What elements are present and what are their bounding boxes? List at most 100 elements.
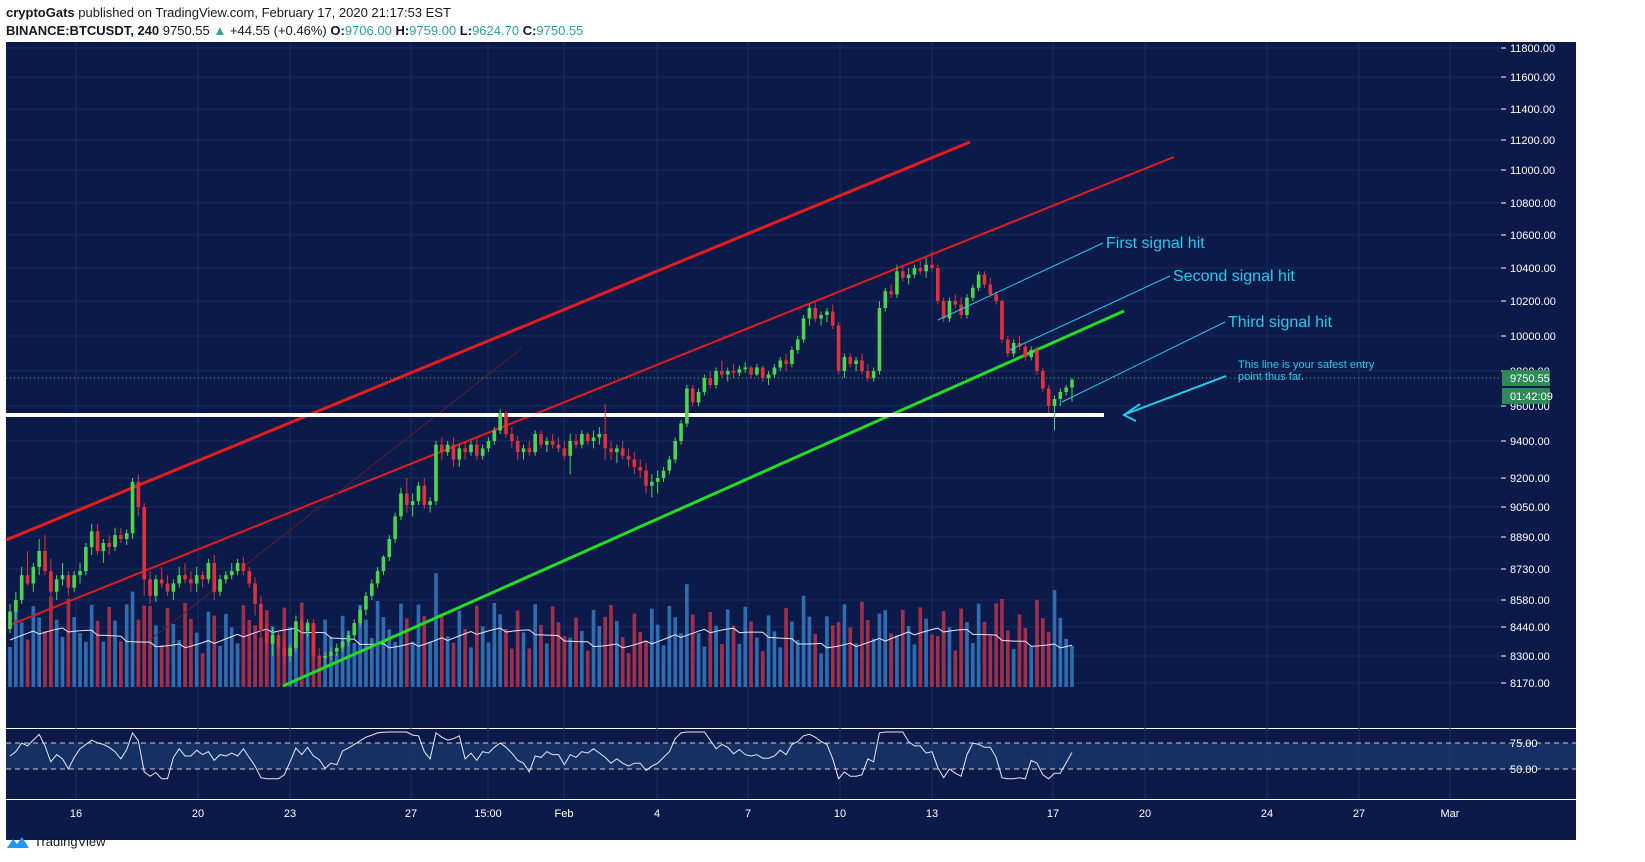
candle-101 [597, 434, 602, 438]
tradingview-brand[interactable]: TradingView [6, 834, 106, 849]
volume-bar-73 [434, 573, 438, 687]
volume-bar-178 [1046, 631, 1051, 687]
candle-43 [259, 603, 263, 632]
candle-130 [766, 374, 771, 378]
volume-bar-35 [212, 615, 217, 687]
volume-bar-62 [369, 638, 374, 687]
candle-65 [387, 539, 392, 557]
candle-168 [988, 284, 993, 295]
price-axis[interactable]: 11800.00 11600.00 11400.00 11200.00 11000.00… [1501, 43, 1556, 690]
open-value: 9706.00 [344, 23, 392, 38]
candle-150 [883, 291, 888, 308]
volume-bar-154 [906, 626, 911, 687]
candle-74 [439, 444, 444, 453]
candle-91 [539, 434, 543, 445]
volume-bar-69 [410, 641, 415, 687]
candle-110 [650, 481, 654, 486]
volume-bar-162 [953, 650, 958, 687]
volume-bar-19 [119, 641, 123, 687]
candle-52 [311, 623, 316, 656]
candle-6 [43, 551, 47, 572]
volume-bar-41 [247, 620, 252, 687]
candle-181 [1064, 387, 1068, 392]
candle-98 [580, 434, 584, 445]
volume-bar-179 [1052, 590, 1057, 687]
candle-146 [860, 360, 864, 371]
candle-93 [550, 441, 555, 445]
candle-81 [480, 448, 485, 456]
trend-lines[interactable] [5, 140, 1500, 688]
candle-175 [1029, 350, 1033, 357]
volume-bar-143 [842, 604, 847, 687]
volume-bar-31 [189, 619, 193, 687]
volume-bar-150 [883, 610, 888, 687]
candle-70 [416, 485, 421, 502]
volume-bar-39 [235, 643, 240, 687]
candle-159 [935, 268, 940, 301]
volume-bar-101 [597, 626, 602, 687]
candle-170 [1000, 301, 1004, 340]
volume-bar-66 [393, 641, 397, 687]
volume-bar-166 [976, 603, 981, 687]
candle-166 [976, 274, 981, 288]
volume-bar-163 [959, 608, 963, 687]
candle-19 [119, 535, 123, 539]
author-name[interactable]: cryptoGats [6, 5, 75, 20]
candle-29 [177, 575, 182, 584]
symbol-label[interactable]: BINANCE:BTCUSDT, 240 [6, 23, 160, 38]
time-label-14: Mar [1441, 808, 1460, 820]
time-label-3: 27 [405, 808, 417, 820]
volume-bar-165 [970, 643, 975, 687]
volume-bar-135 [795, 640, 800, 687]
candle-114 [673, 441, 678, 460]
volume-bar-0 [8, 647, 12, 687]
volume-bar-136 [801, 595, 806, 687]
candle-14 [89, 531, 94, 547]
volume-bar-58 [346, 630, 351, 687]
candle-94 [556, 444, 561, 449]
candle-7 [49, 571, 53, 592]
candle-84 [498, 413, 502, 431]
candle-18 [113, 535, 117, 547]
candle-9 [60, 575, 65, 580]
candle-139 [819, 315, 823, 319]
candle-8 [54, 579, 59, 592]
time-label-9: 13 [926, 808, 938, 820]
volume-bar-78 [463, 629, 467, 687]
volume-bar-65 [387, 629, 392, 687]
volume-bar-14 [89, 604, 94, 687]
candle-50 [299, 621, 304, 632]
candle-77 [457, 448, 462, 460]
time-label-0: 16 [70, 808, 82, 820]
candle-54 [323, 656, 327, 659]
candle-176 [1035, 350, 1039, 371]
candle-46 [276, 635, 281, 648]
volume-bar-148 [871, 638, 876, 687]
candle-61 [364, 595, 368, 610]
volume-bar-90 [533, 604, 537, 687]
volume-bar-98 [580, 631, 584, 687]
candle-16 [101, 543, 106, 551]
time-axis[interactable]: 16 20 23 27 15:00 Feb 4 7 10 13 17 20 24 27 Mar [70, 808, 1460, 820]
candle-12 [78, 571, 82, 576]
candle-85 [504, 413, 508, 434]
volume-bar-152 [895, 635, 899, 687]
annotations[interactable]: First signal hit Second signal hit Third s… [937, 235, 1375, 422]
volume-bar-74 [439, 615, 444, 687]
volume-bar-67 [399, 603, 403, 687]
support-line [282, 309, 1125, 688]
candle-2 [19, 575, 24, 600]
price-label-19: 8300.00 [1510, 651, 1550, 663]
header-line-1: cryptoGats published on TradingView.com,… [6, 4, 583, 22]
volume-bar-133 [784, 608, 788, 687]
candle-125 [737, 369, 742, 373]
time-label-7: 7 [745, 808, 751, 820]
volume-bar-180 [1058, 618, 1063, 687]
candle-129 [760, 367, 765, 378]
volume-bar-176 [1035, 599, 1039, 687]
open-label: O: [330, 23, 345, 38]
volume-bar-24 [148, 605, 152, 687]
candle-90 [533, 434, 537, 453]
candle-141 [830, 311, 835, 326]
